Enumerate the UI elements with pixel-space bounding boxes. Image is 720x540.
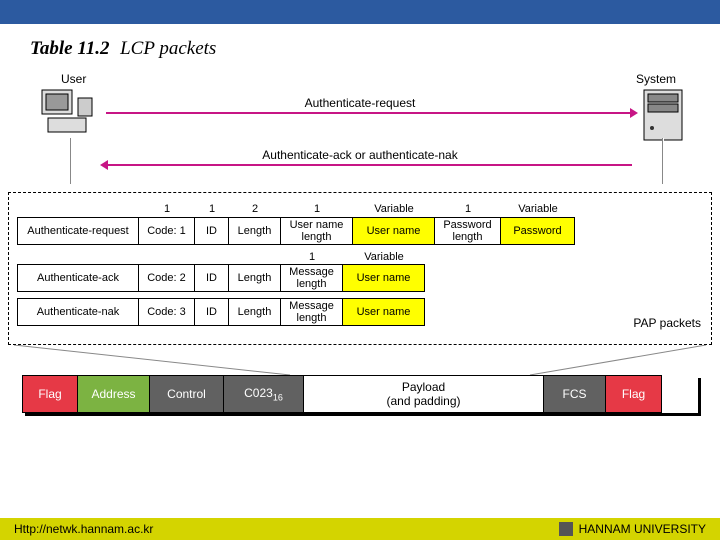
r1-label: Authenticate-request	[17, 217, 139, 245]
page-title: Table 11.2 LCP packets	[0, 24, 720, 60]
footer: Http://netwk.hannam.ac.kr HANNAM UNIVERS…	[0, 518, 720, 540]
r3-f4: Message length	[281, 298, 343, 326]
r1-len: Length	[229, 217, 281, 245]
hdr-f6: 1	[435, 203, 501, 215]
r1-code: Code: 1	[139, 217, 195, 245]
footer-university: HANNAM UNIVERSITY	[579, 522, 706, 536]
frame-fcs: FCS	[544, 375, 606, 413]
arrow2-label: Authenticate-ack or authenticate-nak	[16, 148, 704, 162]
r1-f4: User name length	[281, 217, 353, 245]
hdr-len: 2	[229, 203, 281, 215]
frame-control: Control	[150, 375, 224, 413]
frame-protocol-val: C023	[244, 386, 273, 400]
r1-id: ID	[195, 217, 229, 245]
system-label: System	[636, 72, 676, 86]
frame-payload: Payload (and padding)	[304, 375, 544, 413]
column-headers: 1 1 2 1 Variable 1 Variable	[139, 203, 703, 215]
r2-f5: User name	[343, 264, 425, 292]
title-rest: LCP packets	[120, 38, 216, 59]
hdr-f5: Variable	[353, 203, 435, 215]
r3-len: Length	[229, 298, 281, 326]
footer-url: Http://netwk.hannam.ac.kr	[14, 522, 153, 536]
frame-address: Address	[78, 375, 150, 413]
frame-protocol: C02316	[224, 375, 304, 413]
r3-label: Authenticate-nak	[17, 298, 139, 326]
r3-id: ID	[195, 298, 229, 326]
funnel-lines	[10, 345, 710, 375]
exchange-diagram: User System Authenticate-request Authent…	[16, 72, 704, 192]
hdr-id: 1	[195, 203, 229, 215]
user-label: User	[61, 72, 86, 86]
row-auth-nak: Authenticate-nak Code: 3 ID Length Messa…	[17, 298, 703, 326]
frame-flag2: Flag	[606, 375, 662, 413]
pap-packets-label: PAP packets	[633, 316, 701, 330]
row-auth-ack: Authenticate-ack Code: 2 ID Length Messa…	[17, 264, 703, 292]
row-auth-request: Authenticate-request Code: 1 ID Length U…	[17, 217, 703, 245]
r2-f4: Message length	[281, 264, 343, 292]
arrow1-label: Authenticate-request	[16, 96, 704, 110]
title-prefix: Table 11.2	[30, 38, 110, 59]
r2-id: ID	[195, 264, 229, 292]
hdr-m5: Variable	[343, 251, 425, 263]
r2-len: Length	[229, 264, 281, 292]
r3-code: Code: 3	[139, 298, 195, 326]
r2-code: Code: 2	[139, 264, 195, 292]
hdr-m4: 1	[281, 251, 343, 263]
university-logo-icon	[559, 522, 573, 536]
packet-box: 1 1 2 1 Variable 1 Variable Authenticate…	[8, 192, 712, 345]
frame-flag1: Flag	[22, 375, 78, 413]
arrow-left	[106, 164, 632, 166]
r1-f7: Password	[501, 217, 575, 245]
hdr-f7: Variable	[501, 203, 575, 215]
r1-f6: Password length	[435, 217, 501, 245]
arrow-right	[106, 112, 632, 114]
frame-protocol-sub: 16	[273, 392, 283, 402]
top-bar	[0, 0, 720, 24]
r1-f5: User name	[353, 217, 435, 245]
frame-row: Flag Address Control C02316 Payload (and…	[22, 375, 698, 413]
column-headers-2: 1 Variable	[139, 251, 703, 263]
r2-label: Authenticate-ack	[17, 264, 139, 292]
hdr-f4: 1	[281, 203, 353, 215]
r3-f5: User name	[343, 298, 425, 326]
hdr-code: 1	[139, 203, 195, 215]
